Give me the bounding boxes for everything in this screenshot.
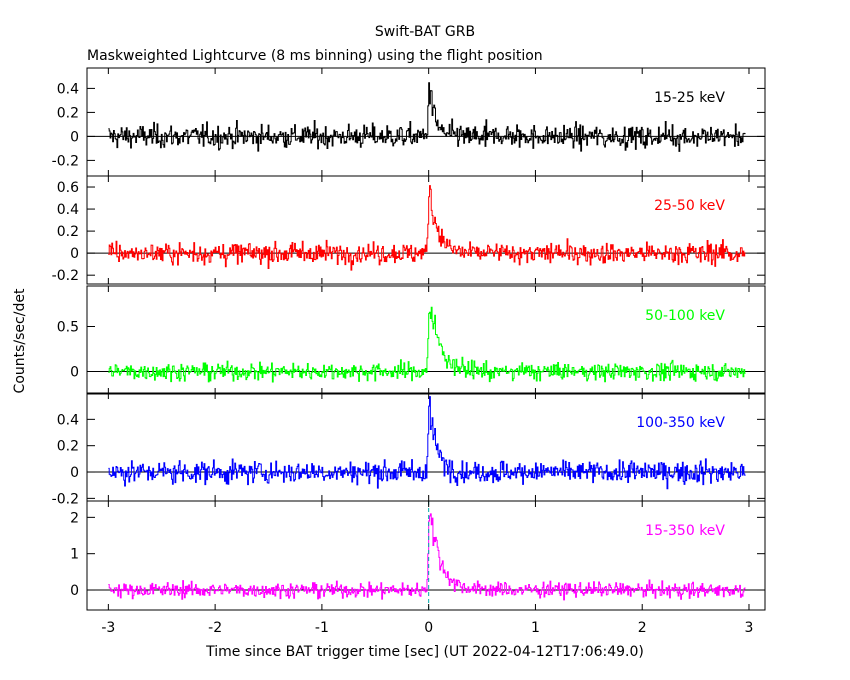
y-tick-label: 0 <box>70 465 79 481</box>
x-tick-label: 0 <box>424 620 433 636</box>
y-tick-label: 0.2 <box>57 105 79 121</box>
y-tick-label: 0.4 <box>57 202 79 218</box>
panel-label: 100-350 keV <box>636 415 725 431</box>
panel-frame <box>86 175 766 285</box>
x-tick-label: 1 <box>531 620 540 636</box>
panel-3: 0 0.5 50-100 keV <box>57 285 766 395</box>
y-tick-label: 0 <box>70 129 79 145</box>
panel-label: 15-350 keV <box>645 523 725 539</box>
panel-label: 15-25 keV <box>654 90 725 106</box>
y-tick-label: 0.2 <box>57 224 79 240</box>
y-tick-label: 0.6 <box>57 180 79 196</box>
y-tick-label: 0.4 <box>57 81 79 97</box>
y-tick-label: -0.2 <box>52 268 79 284</box>
y-axis-label: Counts/sec/det <box>12 288 28 393</box>
y-tick-label: -0.2 <box>52 491 79 507</box>
series-line <box>108 396 746 490</box>
y-tick-label: 0.5 <box>57 320 79 336</box>
y-tick-label: 0 <box>70 365 79 381</box>
chart-title: Swift-BAT GRB <box>375 24 475 40</box>
chart-subtitle: Maskweighted Lightcurve (8 ms binning) u… <box>87 48 543 64</box>
x-tick-label: -2 <box>208 620 222 636</box>
series-line <box>108 185 746 271</box>
series-line <box>108 82 746 152</box>
panel-2: -0.2 0 0.2 0.4 0.6 25-50 keV <box>52 175 766 285</box>
y-tick-label: 2 <box>70 510 79 526</box>
panel-label: 25-50 keV <box>654 198 725 214</box>
panel-4: -0.2 0 0.2 0.4 100-350 keV <box>52 392 766 507</box>
y-tick-label: 0.4 <box>57 412 79 428</box>
x-tick-label: -1 <box>315 620 329 636</box>
panel-frame <box>86 500 766 611</box>
panel-frame <box>86 67 766 177</box>
panel-label: 50-100 keV <box>645 308 725 324</box>
panels: -0.2 0 0.2 0.4 15-25 keV -0.2 0 0.2 0.4 0.6 25-50 … <box>52 67 766 611</box>
x-tick-labels: -3 -2 -1 0 1 2 3 <box>101 620 753 636</box>
panel-frame <box>86 392 766 502</box>
x-tick-label: 2 <box>638 620 647 636</box>
panel-5: 0 1 2 15-350 keV <box>70 500 766 611</box>
y-tick-label: 0.2 <box>57 439 79 455</box>
panel-frame <box>86 285 766 395</box>
series-line <box>108 513 746 601</box>
y-tick-label: 0 <box>70 246 79 262</box>
x-tick-label: -3 <box>101 620 115 636</box>
y-tick-label: 0 <box>70 583 79 599</box>
x-tick-label: 3 <box>745 620 754 636</box>
x-axis-label: Time since BAT trigger time [sec] (UT 20… <box>205 644 644 660</box>
y-tick-label: -0.2 <box>52 153 79 169</box>
panel-1: -0.2 0 0.2 0.4 15-25 keV <box>52 67 766 177</box>
y-tick-label: 1 <box>70 547 79 563</box>
series-line <box>108 306 746 383</box>
